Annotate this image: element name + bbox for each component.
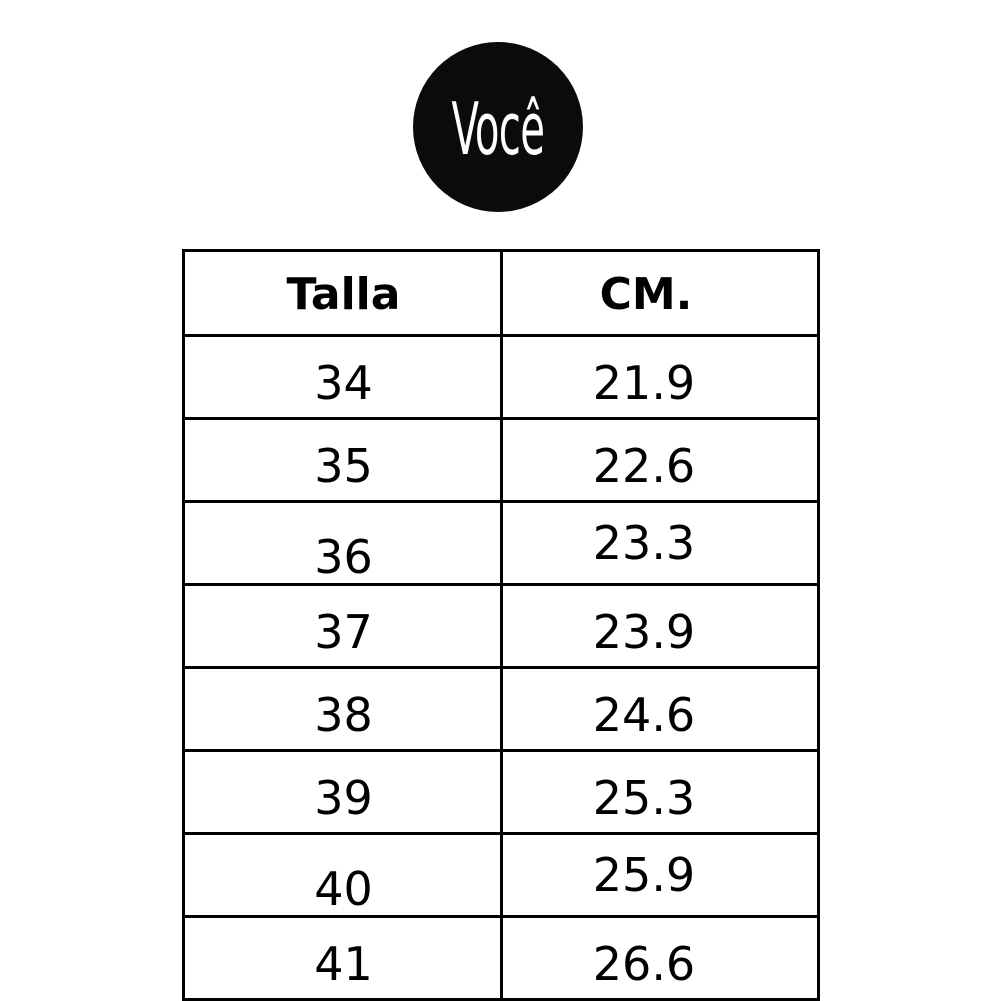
cell-cm: 25.9 (500, 832, 820, 918)
logo-circle: Você (413, 42, 583, 212)
cell-talla-value: 34 (314, 356, 373, 410)
cell-cm-value: 26.6 (592, 937, 696, 991)
cell-talla-value: 40 (314, 862, 373, 916)
cell-cm-value: 25.9 (592, 848, 696, 902)
cell-talla-value: 36 (314, 530, 373, 584)
cell-cm: 24.6 (500, 666, 820, 752)
cell-cm: 25.3 (500, 749, 820, 835)
table-row: 41 26.6 (182, 915, 820, 1001)
table-row: 36 23.3 (182, 500, 820, 586)
cell-talla-value: 39 (314, 771, 373, 825)
cell-cm-value: 23.3 (592, 516, 696, 570)
brand-logo: Você (413, 42, 583, 212)
cell-talla-value: 38 (314, 688, 373, 742)
cell-cm-value: 22.6 (592, 439, 696, 493)
logo-wordmark: Você (451, 87, 546, 171)
table-row: 34 21.9 (182, 334, 820, 420)
table-row: 38 24.6 (182, 666, 820, 752)
table-header-row: Talla CM. (182, 249, 820, 337)
cell-talla-value: 37 (314, 605, 373, 659)
column-header-cm: CM. (500, 249, 820, 337)
column-header-cm-label: CM. (599, 268, 693, 320)
cell-talla: 34 (182, 334, 503, 420)
column-header-talla: Talla (182, 249, 503, 337)
cell-cm-value: 23.9 (592, 605, 696, 659)
cell-talla: 40 (182, 832, 503, 918)
cell-cm: 22.6 (500, 417, 820, 503)
cell-talla: 35 (182, 417, 503, 503)
cell-cm-value: 21.9 (592, 356, 696, 410)
cell-talla: 36 (182, 500, 503, 586)
cell-talla: 37 (182, 583, 503, 669)
cell-cm: 23.3 (500, 500, 820, 586)
table-row: 39 25.3 (182, 749, 820, 835)
table-body: 34 21.9 35 22.6 36 23.3 37 23.9 38 24.6 … (182, 334, 820, 1001)
cell-talla: 39 (182, 749, 503, 835)
cell-talla-value: 35 (314, 439, 373, 493)
cell-talla: 41 (182, 915, 503, 1001)
table-row: 40 25.9 (182, 832, 820, 918)
cell-talla: 38 (182, 666, 503, 752)
cell-cm: 21.9 (500, 334, 820, 420)
table-row: 35 22.6 (182, 417, 820, 503)
cell-cm-value: 24.6 (592, 688, 696, 742)
table-row: 37 23.9 (182, 583, 820, 669)
column-header-talla-label: Talla (286, 268, 401, 320)
cell-cm: 26.6 (500, 915, 820, 1001)
cell-cm-value: 25.3 (592, 771, 696, 825)
cell-talla-value: 41 (314, 937, 373, 991)
cell-cm: 23.9 (500, 583, 820, 669)
size-chart-table: Talla CM. 34 21.9 35 22.6 36 23.3 37 23.… (182, 249, 820, 1001)
table-header: Talla CM. (182, 249, 820, 337)
